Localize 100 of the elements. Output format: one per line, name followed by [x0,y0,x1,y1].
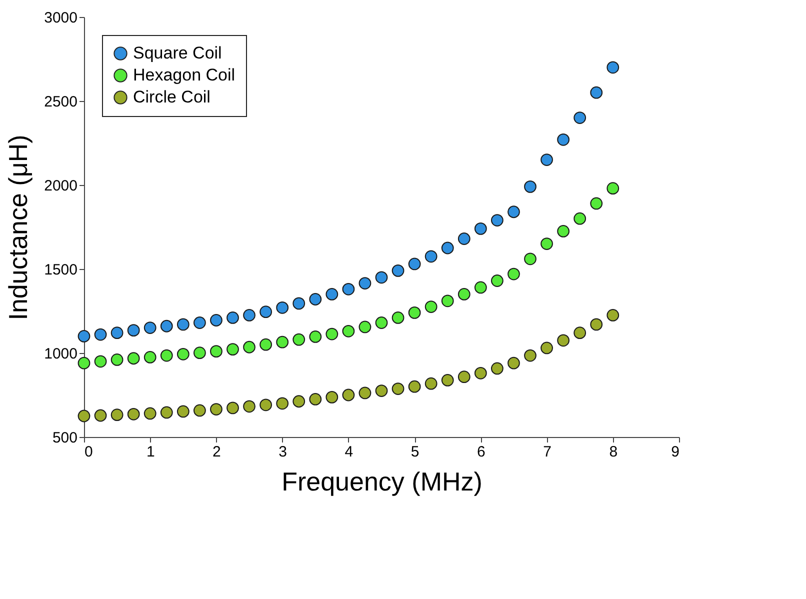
point [160,349,173,362]
point [606,182,620,195]
point [260,398,272,412]
point [144,407,156,420]
point [574,326,586,340]
point [606,61,620,74]
point [574,112,586,124]
x-tick-label: 2 [212,444,221,460]
point [110,354,124,366]
point [276,336,289,348]
point [606,309,620,322]
point [276,397,289,410]
x-tick-label: 3 [278,444,288,460]
point [342,324,355,338]
point [309,393,322,406]
x-tick-label: 1 [146,444,155,460]
y-tick-label: 2000 [44,178,78,194]
point [326,288,338,300]
point [358,277,372,290]
y-tick-label: 500 [52,430,78,446]
point [127,324,140,337]
point [193,404,206,417]
point [392,264,404,277]
point [441,294,454,308]
point [144,322,156,334]
point [524,180,536,193]
point [127,352,140,365]
point [243,309,256,322]
point [110,326,124,340]
point [309,330,322,343]
point [490,362,504,375]
point [144,351,156,364]
point [78,410,90,422]
x-tick-label: 4 [344,444,354,460]
point [490,274,504,287]
point [176,318,190,331]
x-tick-label: 0 [84,444,93,460]
y-tick-label: 2500 [44,94,78,110]
point [590,318,603,331]
point [424,300,438,313]
point [210,345,222,358]
point [458,370,470,384]
point [243,340,256,354]
point [508,206,520,218]
legend-label: Square Coil [133,44,222,62]
point [292,297,306,310]
point [441,374,454,386]
point [176,405,190,418]
point [358,320,372,334]
point [574,212,586,225]
point [292,395,306,408]
point [474,281,487,294]
point [490,214,504,226]
point [508,268,520,280]
point [127,408,140,420]
point [342,388,355,402]
point [474,366,487,380]
point [78,356,90,370]
y-tick-label: 1500 [44,262,78,278]
point [160,406,173,419]
point [193,316,206,329]
point [358,386,372,400]
x-axis-title: Frequency (MHz) [282,466,482,496]
point [392,312,404,324]
y-axis-title: Inductance (μH) [3,134,34,320]
point [375,384,388,397]
point [94,328,107,341]
point [226,312,239,324]
point [458,232,470,245]
point [424,250,438,263]
point [226,343,239,356]
point [260,338,272,351]
y-tick-label: 1000 [44,346,78,362]
point [557,133,570,146]
point [309,293,322,306]
point [590,86,603,99]
point [474,222,487,235]
x-tick-label: 9 [671,444,680,460]
point [508,356,520,370]
x-tick-label: 6 [476,444,486,460]
point [210,314,222,326]
point [243,400,256,413]
point [276,301,289,314]
point [94,409,107,422]
point [524,252,536,266]
y-tick-label: 3000 [44,10,78,26]
point [540,342,553,354]
point [342,282,355,296]
point [226,402,239,414]
point [408,380,421,393]
point [408,306,421,319]
point [176,348,190,360]
legend-label: Hexagon Coil [133,66,236,84]
point [292,333,306,346]
point [160,320,173,332]
point [94,355,107,368]
x-tick-label: 5 [410,444,420,460]
point [375,316,388,329]
point [78,330,90,342]
point [424,377,438,390]
